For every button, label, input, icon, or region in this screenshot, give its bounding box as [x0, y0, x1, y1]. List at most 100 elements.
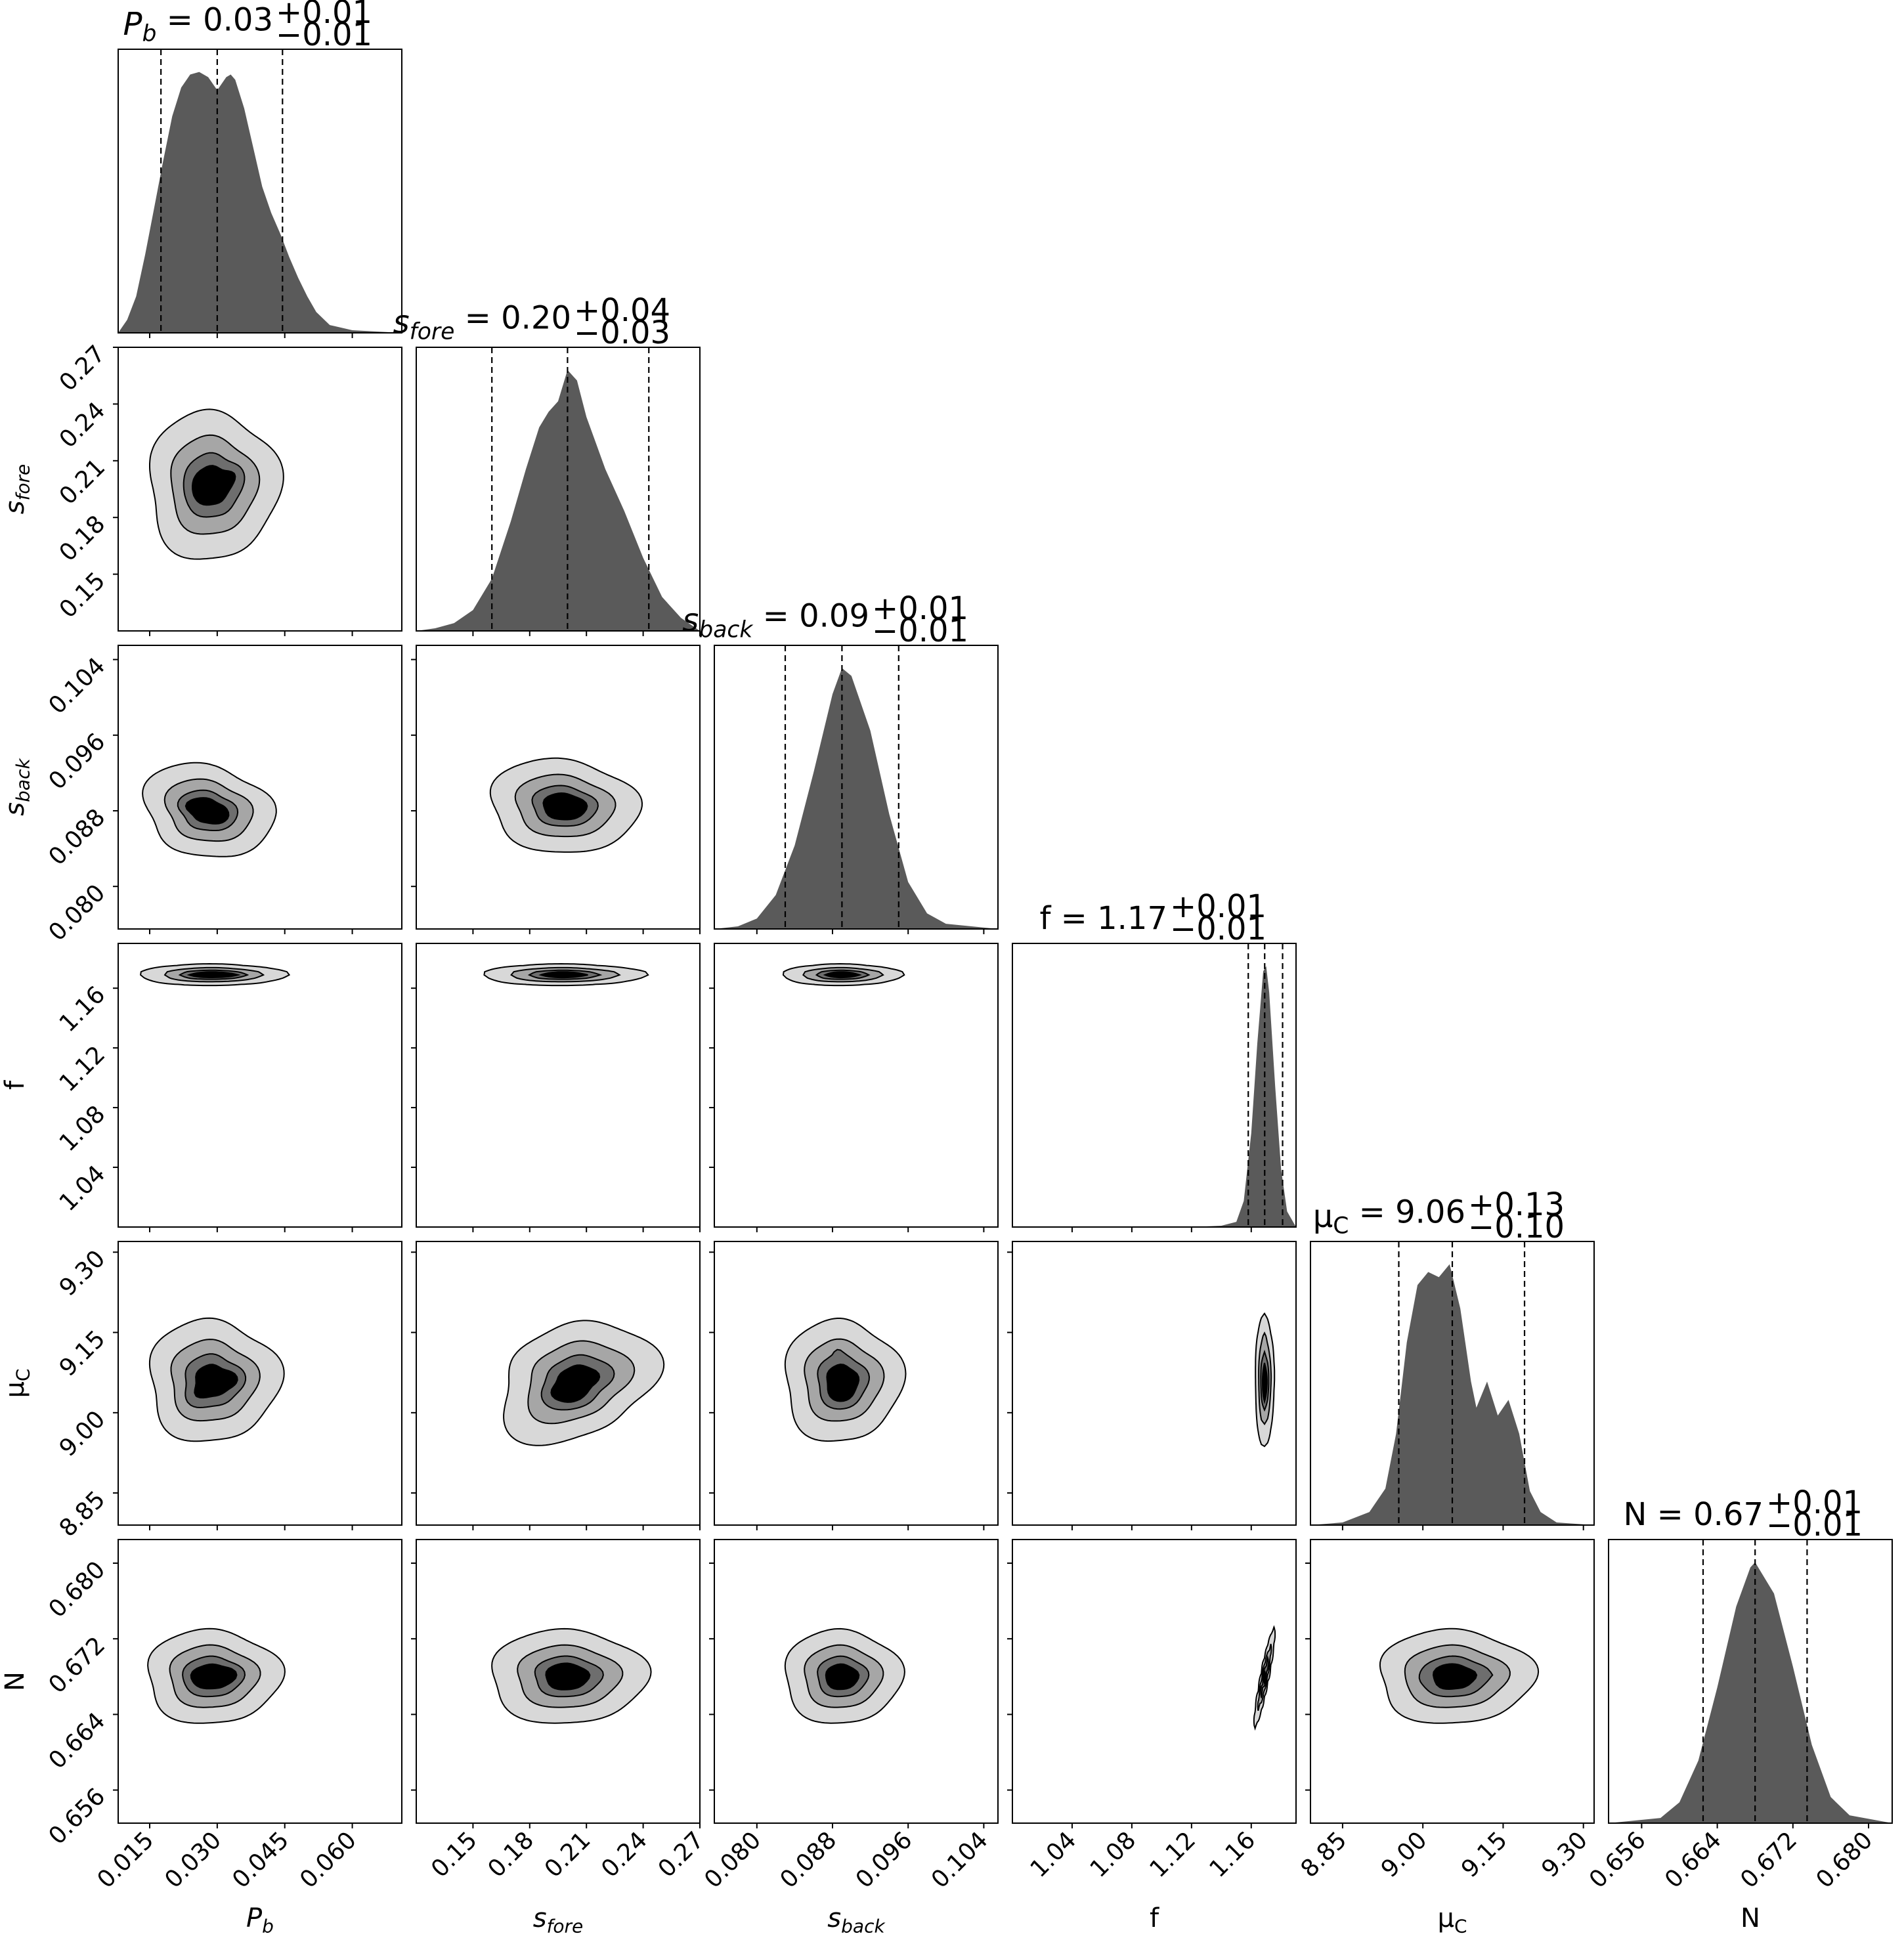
y-tick-label: 9.00 [54, 1406, 111, 1462]
contour-level-3 [186, 971, 241, 978]
title-plus: +0.01 [1170, 888, 1266, 925]
x-tick-label: 1.04 [1026, 1826, 1082, 1883]
contour-panel-3-2 [709, 943, 999, 1232]
x-tick-label: 0.664 [1660, 1826, 1727, 1893]
hist-panel-2: sback = 0.09 +0.01−0.01 [682, 590, 999, 934]
panel-frame [714, 645, 999, 930]
contour-set [147, 1627, 286, 1724]
x-tick-label: 9.15 [1456, 1826, 1513, 1883]
contour-level-3 [550, 1364, 601, 1403]
hist-panel-1: sfore = 0.20 +0.04−0.03 [393, 292, 701, 636]
x-tick-label: 0.21 [540, 1826, 596, 1883]
y-axis-label: sback [0, 758, 33, 816]
contour-panel-5-3 [1007, 1539, 1297, 1828]
panel-frame [1310, 1241, 1595, 1526]
panel-frame [118, 49, 402, 334]
panel-frame [416, 1539, 701, 1824]
contour-set [140, 962, 291, 987]
x-tick-label: 0.656 [1584, 1826, 1651, 1893]
title-plus: +0.13 [1468, 1186, 1565, 1223]
panel-title: sfore = 0.20 [393, 299, 571, 345]
x-tick-label: 1.12 [1145, 1826, 1201, 1883]
title-plus: +0.01 [276, 0, 372, 31]
y-tick-label: 0.664 [43, 1708, 110, 1775]
contour-set [489, 757, 643, 853]
panel-frame [714, 1241, 999, 1526]
posterior-histogram [118, 72, 402, 333]
y-tick-label: 9.15 [54, 1326, 111, 1382]
posterior-histogram [1012, 966, 1296, 1227]
contour-level-3 [826, 1363, 860, 1402]
y-tick-label: 8.85 [54, 1486, 111, 1542]
x-tick-label: 0.030 [160, 1826, 227, 1893]
posterior-histogram [416, 370, 700, 631]
y-tick-label: 9.30 [54, 1245, 111, 1302]
posterior-histogram [714, 668, 998, 929]
contour-set [784, 1318, 907, 1442]
x-tick-label: 8.85 [1296, 1826, 1352, 1883]
contour-set [782, 962, 905, 987]
contour-panel-2-0 [113, 645, 402, 934]
contour-level-3 [191, 465, 236, 506]
y-tick-label: 0.656 [43, 1783, 110, 1850]
x-tick-label: 1.08 [1085, 1826, 1142, 1883]
y-axis-label: f [0, 1080, 30, 1090]
y-tick-label: 0.104 [43, 653, 110, 720]
contour-panel-5-2 [709, 1539, 999, 1828]
contour-panel-5-1 [411, 1539, 701, 1828]
x-tick-label: 0.015 [92, 1826, 159, 1893]
panel-frame [416, 1241, 701, 1526]
x-tick-label: 0.672 [1735, 1826, 1802, 1893]
hist-panel-3: f = 1.17 +0.01−0.01 [1012, 888, 1297, 1232]
hist-panel-5: N = 0.67 +0.01−0.01 [1608, 1484, 1893, 1828]
y-axis-label: μC [0, 1368, 33, 1398]
contour-set [503, 1320, 665, 1446]
contour-level-3 [190, 1663, 238, 1690]
contour-set [784, 1627, 905, 1724]
x-tick-label: 0.680 [1811, 1826, 1878, 1893]
x-tick-label: 9.00 [1376, 1826, 1433, 1883]
y-tick-label: 0.24 [54, 397, 111, 454]
title-plus: +0.01 [1766, 1484, 1863, 1521]
contour-level-3 [542, 792, 588, 821]
panel-frame [118, 645, 402, 930]
contour-set [148, 1317, 285, 1442]
x-tick-label: 0.088 [775, 1826, 842, 1893]
contour-set [483, 962, 649, 987]
contour-level-3 [823, 971, 862, 979]
panel-frame [1310, 1539, 1595, 1824]
contour-set [1379, 1627, 1540, 1724]
x-tick-label: 0.24 [596, 1826, 653, 1883]
panel-title: N = 0.67 [1623, 1496, 1763, 1533]
title-minus: −0.01 [276, 16, 372, 53]
y-tick-label: 1.16 [54, 981, 111, 1038]
contour-level-3 [194, 1364, 238, 1399]
x-tick-label: 0.104 [926, 1826, 993, 1893]
contour-level-3 [1432, 1663, 1478, 1691]
y-tick-label: 0.21 [54, 454, 111, 510]
x-tick-label: 0.080 [699, 1826, 766, 1893]
title-minus: −0.01 [1170, 911, 1266, 947]
contour-set [149, 408, 284, 560]
x-tick-label: 0.15 [426, 1826, 483, 1883]
x-tick-label: 0.096 [851, 1826, 918, 1893]
x-axis-label: Pb [246, 1903, 274, 1937]
y-tick-label: 1.08 [54, 1100, 111, 1157]
x-axis-label: sfore [533, 1903, 584, 1937]
contour-level-3 [538, 971, 588, 979]
contour-panel-4-2 [709, 1241, 999, 1530]
contour-set [1253, 1625, 1276, 1731]
posterior-histogram [1609, 1562, 1892, 1823]
y-tick-label: 0.672 [43, 1632, 110, 1699]
contour-panel-4-3 [1007, 1241, 1297, 1530]
panel-title: μC = 9.06 [1313, 1194, 1465, 1239]
y-tick-label: 0.096 [43, 728, 110, 795]
panel-frame [416, 943, 701, 1228]
contour-panel-5-4 [1305, 1539, 1595, 1828]
hist-panel-0: Pb = 0.03 +0.01−0.01 [118, 0, 402, 338]
panel-frame [118, 1539, 402, 1824]
panel-frame [118, 1241, 402, 1526]
contour-panel-4-0 [113, 1241, 402, 1530]
panel-title: sback = 0.09 [682, 597, 869, 643]
y-tick-label: 0.080 [43, 880, 110, 947]
